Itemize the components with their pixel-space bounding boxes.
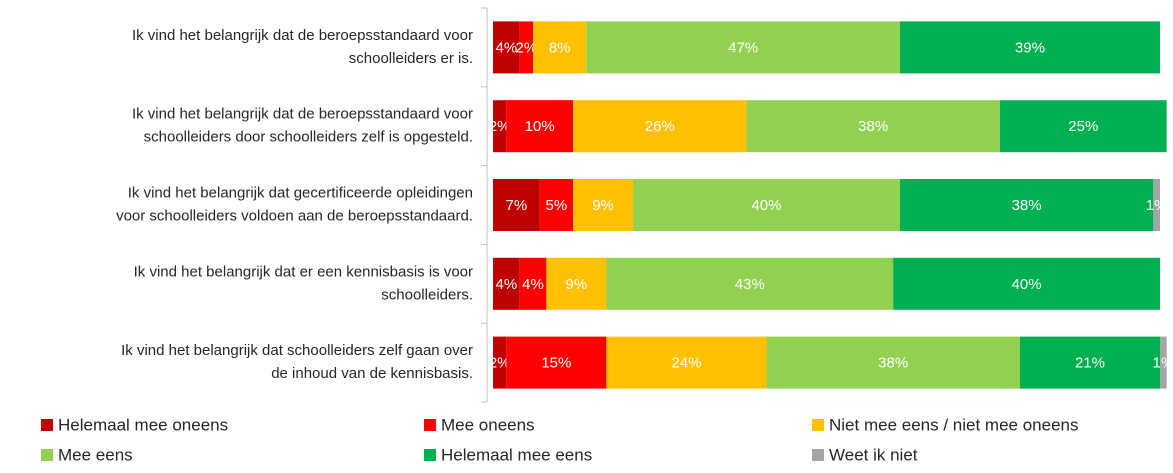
bar-segment: [573, 100, 747, 153]
data-label: 10%: [525, 118, 555, 135]
bar-segment: [519, 257, 547, 310]
legend-label: Niet mee eens / niet mee oneens: [829, 415, 1078, 434]
data-label: 7%: [506, 197, 528, 214]
category-label: voor schoolleiders voldoen aan de beroep…: [116, 207, 473, 224]
legend-swatch: [812, 449, 824, 461]
bar-segment: [493, 100, 507, 153]
legend-label: Helemaal mee eens: [441, 445, 592, 464]
bar-segment: [766, 336, 1020, 389]
bar-segment: [1160, 336, 1167, 389]
data-label: 5%: [546, 197, 568, 214]
category-label: Ik vind het belangrijk dat de beroepssta…: [132, 27, 473, 44]
data-label: 39%: [1015, 39, 1045, 56]
legend-swatch: [424, 419, 436, 431]
bar-segment: [1019, 336, 1160, 389]
data-label: 9%: [566, 276, 588, 293]
data-label: 1%: [1146, 197, 1168, 214]
data-label: 38%: [1012, 197, 1042, 214]
legend-swatch: [424, 449, 436, 461]
data-label: 4%: [522, 276, 544, 293]
data-label: 2%: [516, 39, 538, 56]
data-label: 38%: [878, 355, 908, 372]
bar-segment: [519, 21, 534, 74]
category-label: Ik vind het belangrijk dat schoolleiders…: [121, 342, 473, 359]
legend-swatch: [812, 419, 824, 431]
bar-segment: [493, 21, 520, 74]
legend-swatch: [41, 419, 53, 431]
legend-swatch: [41, 449, 53, 461]
bar-segment: [746, 100, 1000, 153]
category-label: de inhoud van de kennisbasis.: [271, 365, 473, 382]
bar-segment: [506, 100, 574, 153]
data-label: 25%: [1068, 118, 1098, 135]
bar-segment: [533, 21, 587, 74]
bar-segment: [899, 21, 1160, 74]
data-label: 2%: [489, 118, 511, 135]
bar-segment: [493, 336, 507, 389]
data-label: 24%: [671, 355, 701, 372]
category-label: schoolleiders er is.: [349, 50, 473, 67]
data-label: 40%: [751, 197, 781, 214]
legend-label: Weet ik niet: [829, 445, 918, 464]
bar-segment: [606, 257, 894, 310]
data-label: 4%: [495, 276, 517, 293]
data-label: 1%: [1152, 355, 1173, 372]
category-label: Ik vind het belangrijk dat gecertificeer…: [128, 184, 473, 201]
bar-segment: [546, 257, 607, 310]
bar-segment: [606, 336, 767, 389]
data-label: 8%: [549, 39, 571, 56]
category-label: Ik vind het belangrijk dat er een kennis…: [134, 263, 473, 280]
bar-segment: [893, 257, 1160, 310]
bar-segment: [506, 336, 607, 389]
data-label: 47%: [728, 39, 758, 56]
data-label: 9%: [592, 197, 614, 214]
category-label: schoolleiders door schoolleiders zelf is…: [144, 129, 473, 146]
bar-segment: [493, 257, 520, 310]
category-label: schoolleiders.: [381, 286, 473, 303]
data-label: 2%: [489, 355, 511, 372]
legend-label: Helemaal mee oneens: [58, 415, 228, 434]
data-label: 40%: [1012, 276, 1042, 293]
data-label: 4%: [495, 39, 517, 56]
bar-segment: [493, 179, 540, 231]
bar-segment: [573, 179, 634, 231]
data-label: 15%: [541, 355, 571, 372]
data-label: 26%: [645, 118, 675, 135]
bar-segment: [1153, 179, 1160, 231]
data-label: 38%: [858, 118, 888, 135]
bar-segment: [586, 21, 900, 74]
bar-segment: [899, 179, 1154, 231]
data-label: 43%: [735, 276, 765, 293]
category-label: Ik vind het belangrijk dat de beroepssta…: [132, 106, 473, 123]
bar-segment: [633, 179, 900, 231]
bar-segment: [539, 179, 574, 231]
data-label: 21%: [1075, 355, 1105, 372]
legend-label: Mee oneens: [441, 415, 535, 434]
bar-segment: [999, 100, 1167, 153]
legend-label: Mee eens: [58, 445, 133, 464]
